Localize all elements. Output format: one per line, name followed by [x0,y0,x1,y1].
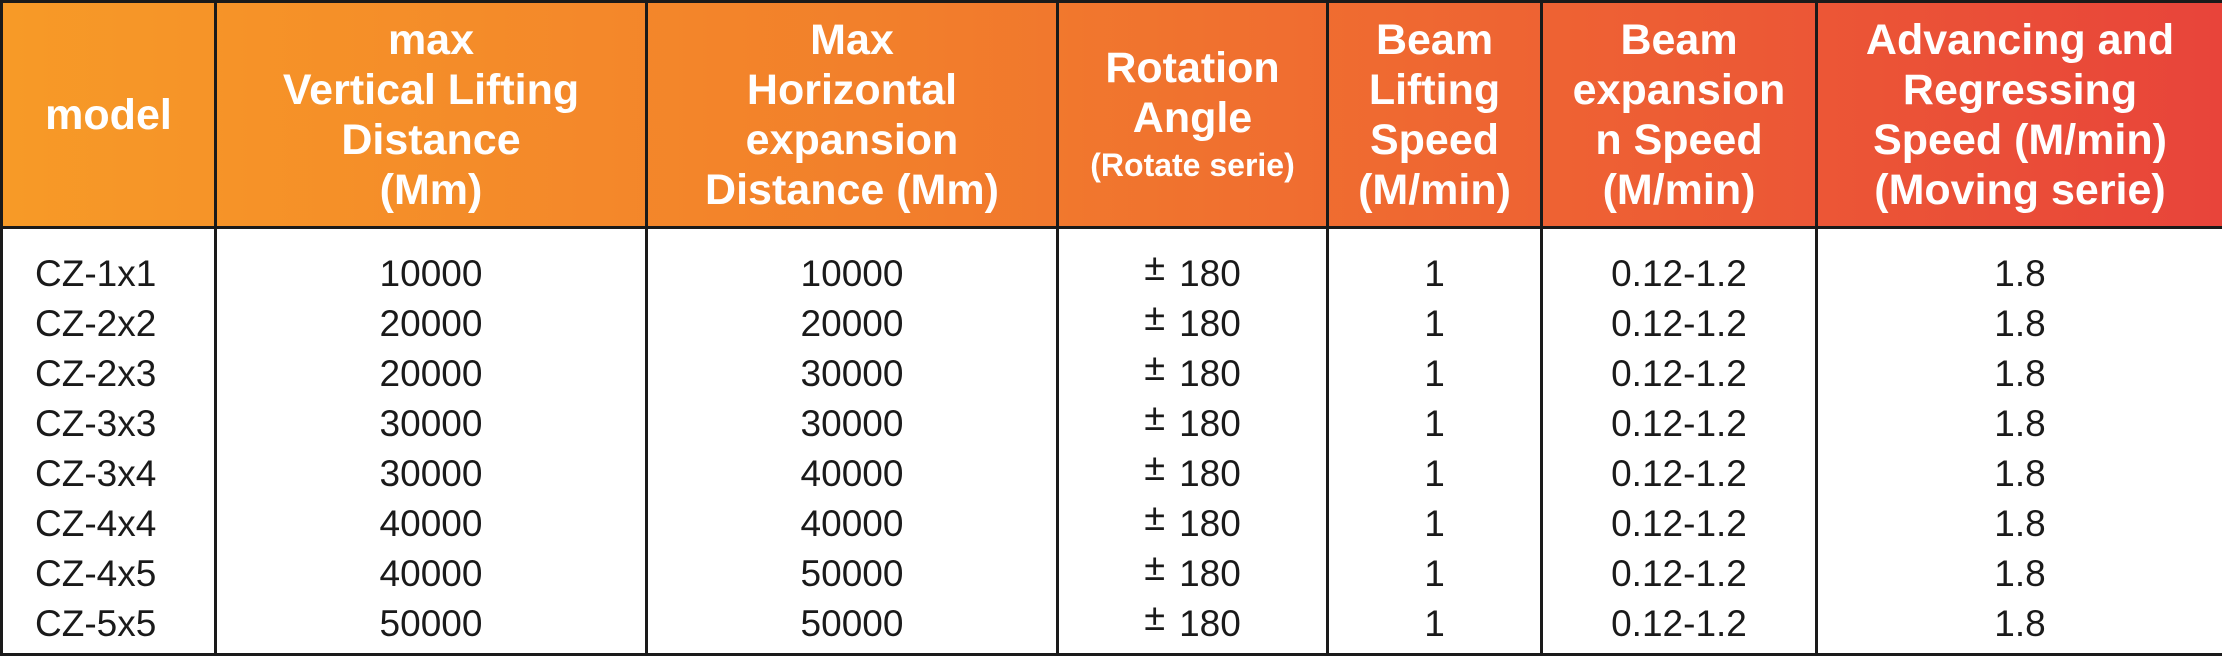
column-advancing-speed: 1.8 1.8 1.8 1.8 1.8 1.8 1.8 1.8 [1817,228,2222,655]
header-horizontal-expansion-distance: Max Horizontal expansion Distance (Mm) [646,1,1059,229]
table-cell-lifting-speed: 1 [1424,303,1445,344]
column-horizontal: 10000 20000 30000 30000 40000 40000 50000 50000 [646,227,1059,655]
header-beam-lifting-speed: Beam Lifting Speed (M/min) [1327,1,1543,229]
column-lifting-speed: 1 1 1 1 1 1 1 1 [1327,227,1543,655]
column-model: CZ-1x1 CZ-2x2 CZ-2x3 CZ-3x3 CZ-3x4 CZ-4x4 CZ-4… [1,227,217,655]
table-cell-expansion-speed: 0.12-1.2 [1611,403,1747,444]
table-cell-horizontal: 30000 [800,353,904,394]
plus-minus-sign: ± [1144,297,1166,339]
table-cell-lifting-speed: 1 [1424,553,1445,594]
table-cell-lifting-speed: 1 [1424,403,1445,444]
header-rotation-angle: Rotation Angle (Rotate serie) [1057,1,1329,229]
table-cell-horizontal: 10000 [800,253,904,294]
table-cell-expansion-speed: 0.12-1.2 [1611,253,1747,294]
table-cell-rotation: ±180 [1059,297,1326,349]
table-cell-vertical: 20000 [379,303,483,344]
table-cell-model: CZ-4x4 [35,503,157,544]
table-cell-model: CZ-1x1 [35,253,157,294]
plus-minus-sign: ± [1144,447,1166,489]
plus-minus-sign: ± [1144,397,1166,439]
table-cell-advancing-speed: 1.8 [1994,553,2046,594]
header-advancing-regressing-speed: Advancing and Regressing Speed (M/min) (… [1816,1,2222,229]
table-cell-expansion-speed: 0.12-1.2 [1611,453,1747,494]
table-cell-model: CZ-4x5 [35,553,157,594]
table-cell-rotation: ±180 [1059,497,1326,549]
table-cell-vertical: 30000 [379,403,483,444]
rotation-value: 180 [1179,553,1241,594]
table-cell-horizontal: 50000 [800,603,904,644]
table-cell-expansion-speed: 0.12-1.2 [1611,603,1747,644]
table-cell-rotation: ±180 [1059,247,1326,299]
table-cell-lifting-speed: 1 [1424,353,1445,394]
rotation-value: 180 [1179,303,1241,344]
table-cell-horizontal: 40000 [800,503,904,544]
column-rotation: ±180 ±180 ±180 ±180 ±180 ±180 ±180 ±180 [1057,227,1329,655]
table-cell-vertical: 10000 [379,253,483,294]
table-cell-rotation: ±180 [1059,547,1326,599]
rotation-value: 180 [1179,503,1241,544]
table-cell-rotation: ±180 [1059,397,1326,449]
table-cell-advancing-speed: 1.8 [1994,253,2046,294]
table-cell-rotation: ±180 [1059,447,1326,499]
table-cell-horizontal: 40000 [800,453,904,494]
table-cell-rotation: ±180 [1059,347,1326,399]
table-cell-lifting-speed: 1 [1424,503,1445,544]
table-cell-horizontal: 30000 [800,403,904,444]
column-expansion-speed: 0.12-1.2 0.12-1.2 0.12-1.2 0.12-1.2 0.12-1.2… [1541,227,1818,655]
table-cell-model: CZ-5x5 [35,603,157,644]
table-cell-advancing-speed: 1.8 [1994,453,2046,494]
plus-minus-sign: ± [1144,547,1166,589]
header-rotation-sub: (Rotate serie) [1090,146,1295,183]
table-cell-model: CZ-3x4 [35,453,157,494]
table-cell-advancing-speed: 1.8 [1994,353,2046,394]
rotation-value: 180 [1179,603,1241,644]
table-cell-advancing-speed: 1.8 [1994,503,2046,544]
rotation-value: 180 [1179,253,1241,294]
table-cell-expansion-speed: 0.12-1.2 [1611,503,1747,544]
header-vertical-lifting-distance: max Vertical Lifting Distance (Mm) [215,1,648,229]
table-cell-lifting-speed: 1 [1424,253,1445,294]
table-cell-vertical: 30000 [379,453,483,494]
table-cell-vertical: 40000 [379,553,483,594]
plus-minus-sign: ± [1144,597,1166,639]
plus-minus-sign: ± [1144,497,1166,539]
table-cell-expansion-speed: 0.12-1.2 [1611,303,1747,344]
rotation-value: 180 [1179,403,1241,444]
table-cell-vertical: 20000 [379,353,483,394]
table-cell-expansion-speed: 0.12-1.2 [1611,553,1747,594]
rotation-value: 180 [1179,353,1241,394]
table-cell-advancing-speed: 1.8 [1994,603,2046,644]
table-cell-model: CZ-2x3 [35,353,157,394]
table-cell-lifting-speed: 1 [1424,453,1445,494]
table-cell-advancing-speed: 1.8 [1994,403,2046,444]
table-body-row: CZ-1x1 CZ-2x2 CZ-2x3 CZ-3x3 CZ-3x4 CZ-4x4 CZ-4… [1,227,2222,655]
table-cell-vertical: 50000 [379,603,483,644]
header-beam-expansion-speed: Beam expansion n Speed (M/min) [1541,1,1818,229]
plus-minus-sign: ± [1144,247,1166,289]
table-cell-expansion-speed: 0.12-1.2 [1611,353,1747,394]
header-model: model [1,1,217,229]
plus-minus-sign: ± [1144,347,1166,389]
column-vertical: 10000 20000 20000 30000 30000 40000 40000 50000 [215,227,648,655]
table-cell-horizontal: 50000 [800,553,904,594]
table-cell-model: CZ-2x2 [35,303,157,344]
table-cell-lifting-speed: 1 [1424,603,1445,644]
header-row: model max Vertical Lifting Distance (Mm)… [1,1,2222,229]
rotation-value: 180 [1179,453,1241,494]
table-cell-vertical: 40000 [379,503,483,544]
table-cell-rotation: ±180 [1059,597,1326,649]
table-cell-model: CZ-3x3 [35,403,157,444]
table-cell-advancing-speed: 1.8 [1994,303,2046,344]
table-cell-horizontal: 20000 [800,303,904,344]
